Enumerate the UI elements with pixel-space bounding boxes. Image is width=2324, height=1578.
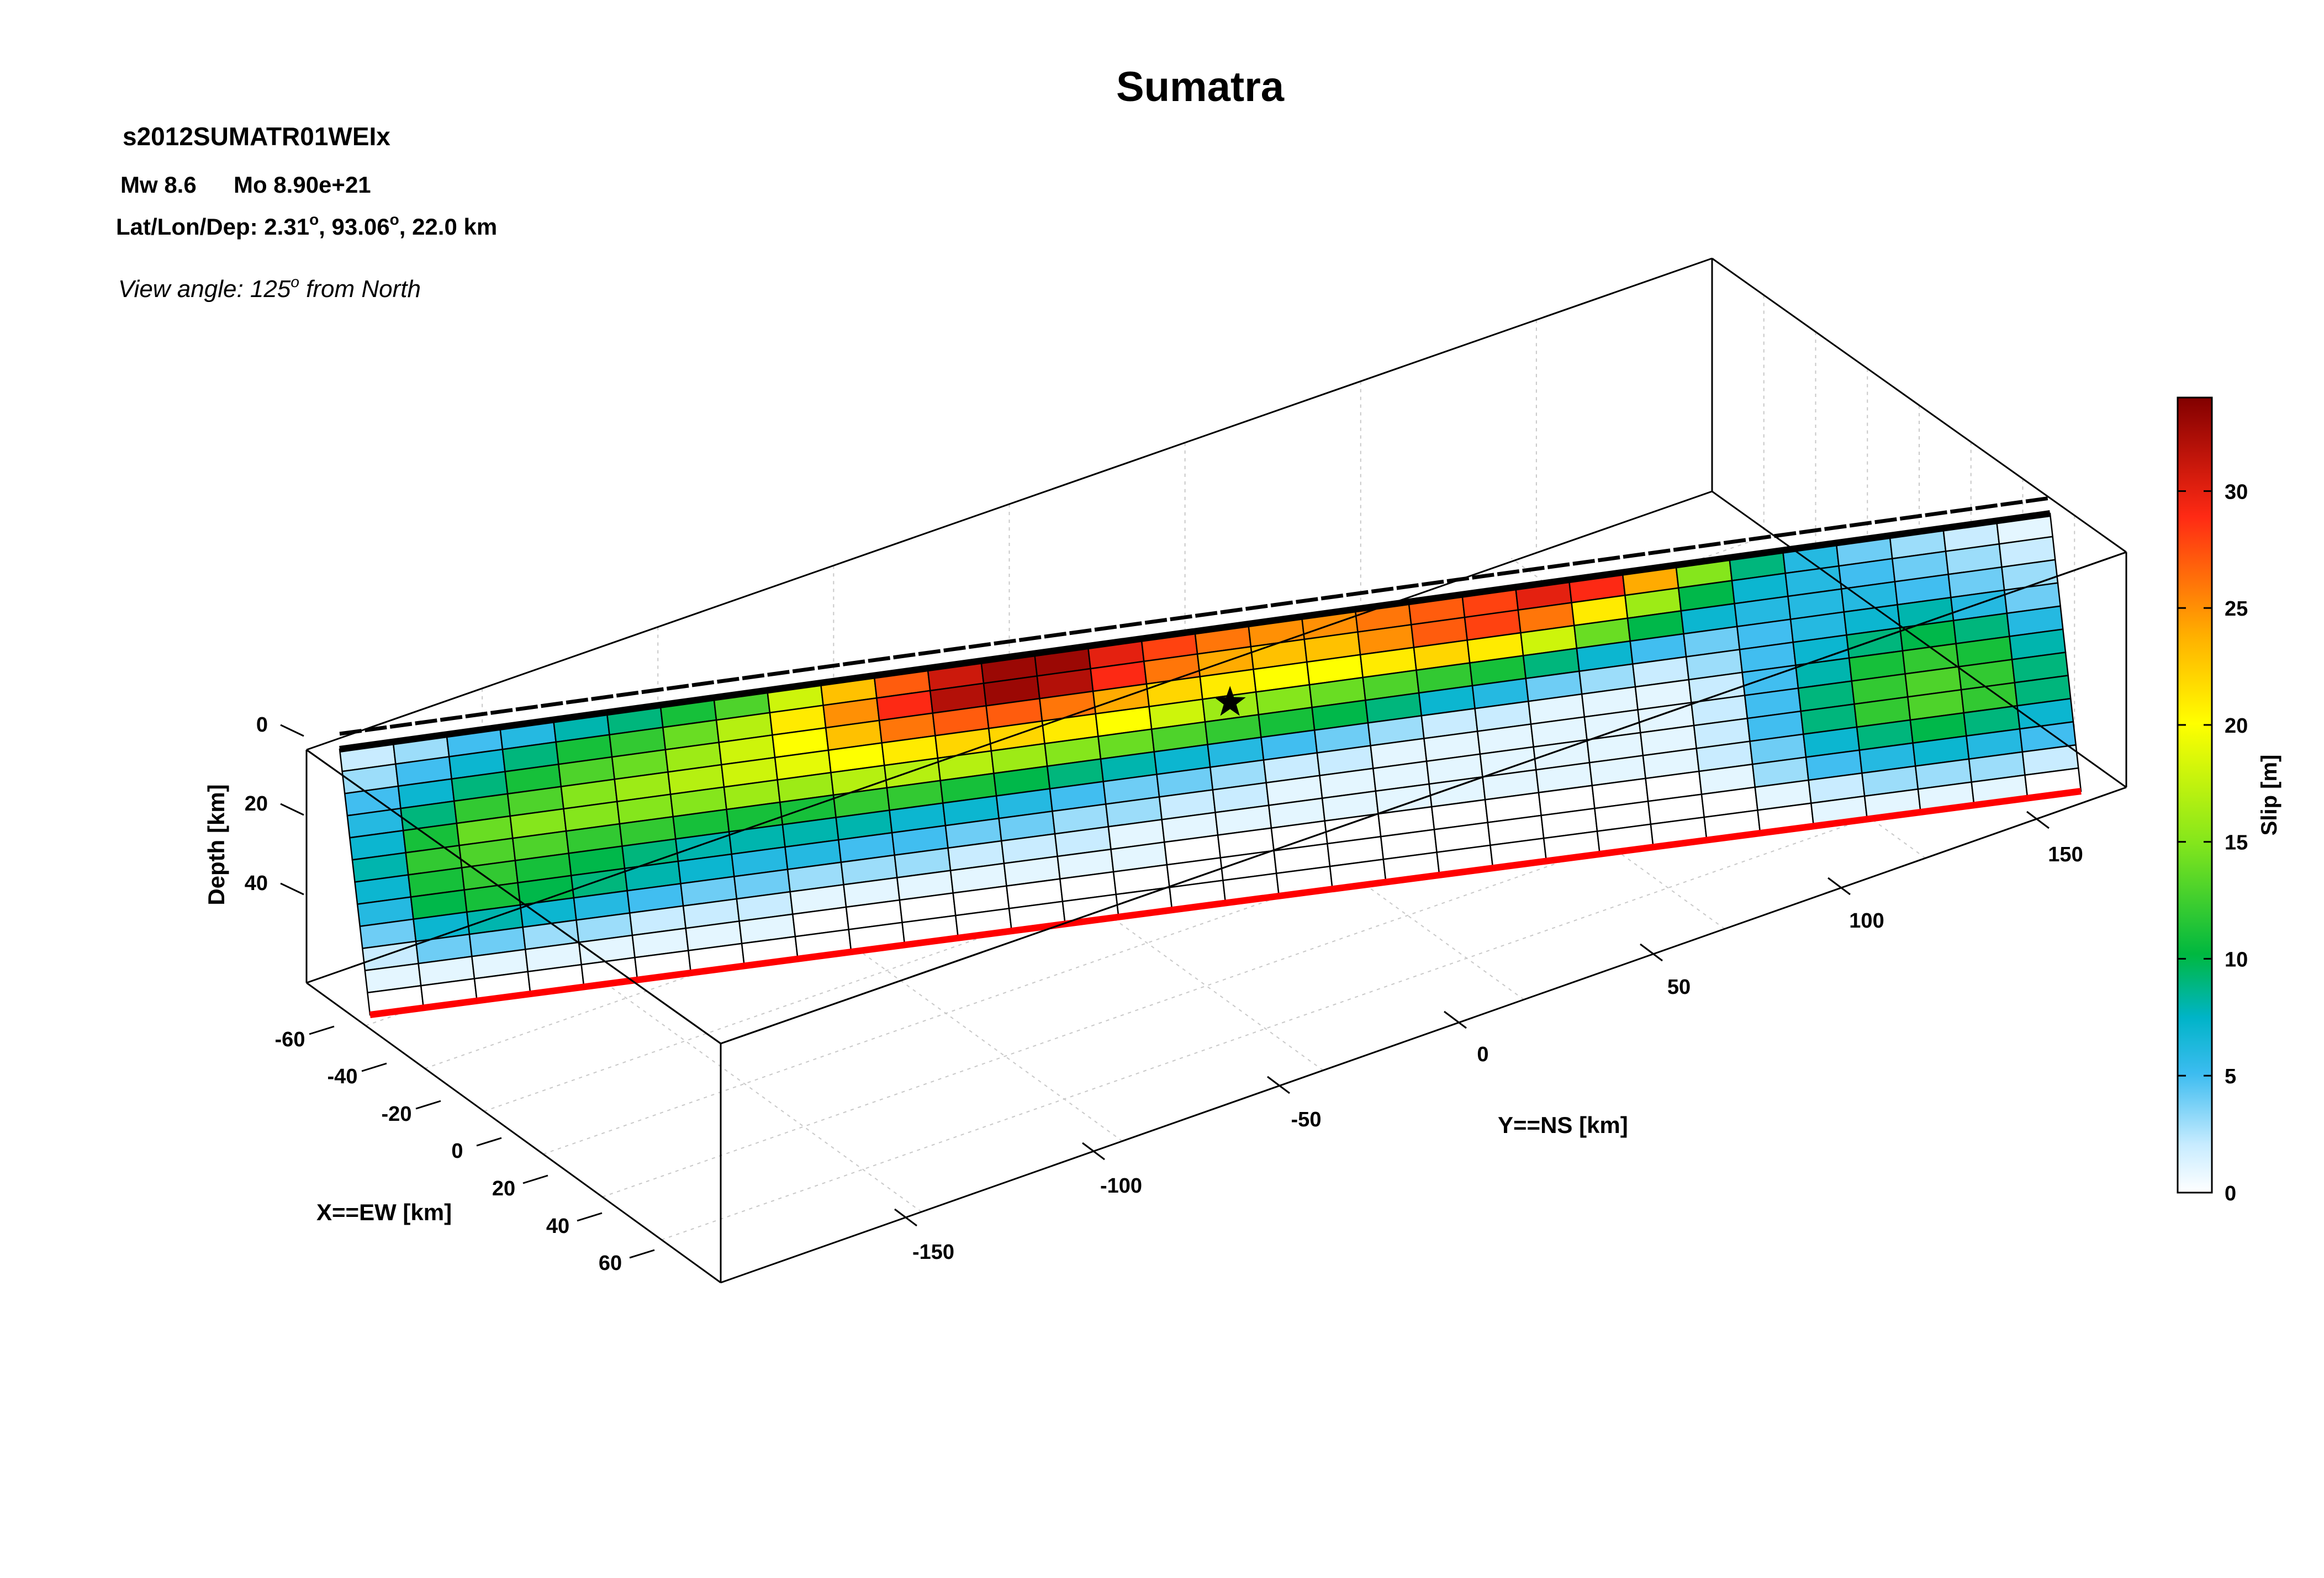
tick-label: 100 bbox=[1849, 909, 1884, 933]
tick-label: -50 bbox=[1291, 1108, 1322, 1131]
ew-tick-mark bbox=[416, 1101, 441, 1109]
lat-degree-mark: o bbox=[309, 211, 319, 228]
view-prefix: View angle: 125 bbox=[118, 276, 291, 303]
view-degree-mark: o bbox=[290, 273, 299, 290]
y-axis-label: Y==NS [km] bbox=[1498, 1112, 1628, 1138]
depth-axis-label: Depth [km] bbox=[203, 784, 229, 905]
chart-title: Sumatra bbox=[1116, 63, 1285, 110]
tick-label: 20 bbox=[245, 792, 268, 816]
colorbar-tick-label: 20 bbox=[2225, 714, 2248, 738]
tick-label: -100 bbox=[1100, 1174, 1142, 1198]
colorbar-tick-label: 10 bbox=[2225, 948, 2248, 971]
x-axis-label: X==EW [km] bbox=[316, 1199, 452, 1225]
event-id: s2012SUMATR01WEIx bbox=[123, 122, 390, 151]
tick-label: -60 bbox=[275, 1028, 305, 1051]
tick-label: -150 bbox=[912, 1241, 954, 1264]
ns-tick-mark bbox=[1267, 1077, 1290, 1093]
magnitude-line: Mw 8.6 Mo 8.90e+21 bbox=[120, 172, 371, 198]
tick-label: -40 bbox=[328, 1065, 358, 1088]
ew-tick-mark bbox=[309, 1026, 334, 1034]
ew-tick-mark bbox=[477, 1138, 501, 1146]
tick-label: 20 bbox=[492, 1177, 515, 1200]
colorbar-label: Slip [m] bbox=[2257, 755, 2281, 836]
colorbar-tick-label: 0 bbox=[2225, 1182, 2236, 1205]
tick-label: 0 bbox=[256, 713, 268, 737]
tick-label: 40 bbox=[245, 872, 268, 895]
colorbar-tick-label: 30 bbox=[2225, 480, 2248, 504]
tick-label: 60 bbox=[599, 1252, 622, 1275]
lon-degree-mark: o bbox=[390, 211, 399, 228]
location-line: Lat/Lon/Dep: 2.31o, 93.06o, 22.0 km bbox=[116, 211, 497, 240]
colorbar bbox=[2178, 398, 2212, 1193]
colorbar-tick-label: 5 bbox=[2225, 1065, 2236, 1088]
box-edge bbox=[307, 983, 721, 1283]
ns-tick-mark bbox=[1082, 1143, 1105, 1159]
ew-tick-mark bbox=[630, 1250, 654, 1258]
depth-tick-mark bbox=[281, 883, 304, 894]
ns-tick-mark bbox=[895, 1209, 917, 1226]
tick-label: 150 bbox=[2048, 843, 2083, 866]
magnitude-label: Mw 8.6 bbox=[120, 172, 197, 198]
tick-label: 0 bbox=[451, 1140, 463, 1163]
ns-tick-mark bbox=[2027, 812, 2049, 828]
tick-label: 40 bbox=[546, 1215, 569, 1238]
colorbar-tick-label: 25 bbox=[2225, 597, 2248, 621]
moment-label: Mo 8.90e+21 bbox=[234, 172, 371, 198]
location-rest: , 22.0 km bbox=[399, 214, 497, 240]
depth-tick-mark bbox=[281, 804, 304, 815]
tick-label: -20 bbox=[382, 1103, 412, 1126]
ew-tick-mark bbox=[577, 1213, 602, 1221]
fault-plane bbox=[340, 498, 2081, 1015]
view-angle-line: View angle: 125o from North bbox=[118, 273, 421, 303]
location-prefix: Lat/Lon/Dep: 2.31 bbox=[116, 214, 309, 240]
ns-tick-mark bbox=[1444, 1012, 1466, 1028]
ew-tick-mark bbox=[523, 1175, 548, 1183]
tick-label: 0 bbox=[1477, 1043, 1488, 1066]
colorbar-tick-label: 15 bbox=[2225, 832, 2248, 855]
ew-tick-mark bbox=[362, 1063, 387, 1071]
location-lon: , 93.06 bbox=[319, 214, 389, 240]
view-suffix: from North bbox=[299, 276, 421, 303]
depth-tick-mark bbox=[281, 725, 304, 736]
tick-label: 50 bbox=[1667, 976, 1691, 999]
